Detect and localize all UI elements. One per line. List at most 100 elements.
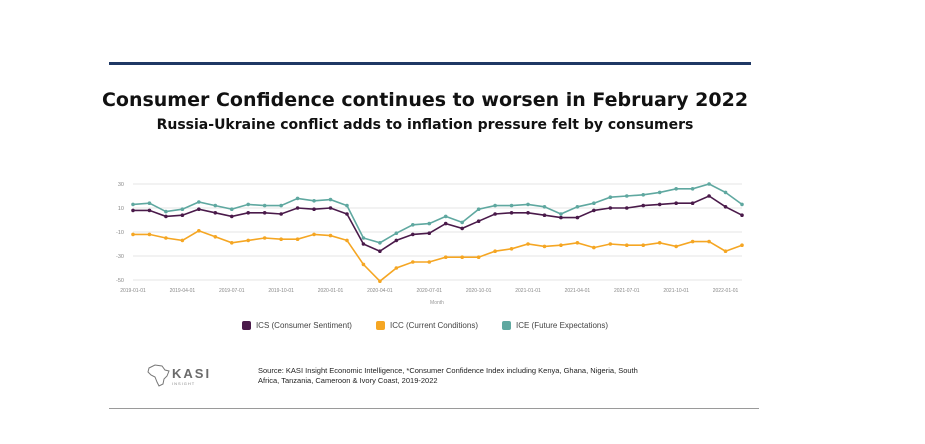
series-line-ics: [133, 195, 743, 253]
data-point-icc: [197, 229, 201, 233]
data-point-icc: [592, 245, 596, 250]
data-point-ice: [608, 195, 613, 199]
data-point-icc: [427, 260, 432, 264]
x-tick-label: 2020-10-01: [466, 288, 492, 294]
data-point-ice: [674, 187, 678, 191]
data-point-icc: [460, 255, 464, 259]
data-point-icc: [378, 279, 382, 284]
data-point-ice: [213, 203, 218, 208]
data-point-ics: [197, 207, 201, 211]
x-tick-label: 2020-07-01: [416, 288, 442, 294]
data-point-ics: [131, 208, 135, 213]
data-point-icc: [312, 232, 316, 237]
legend-item-icc: ICC (Current Conditions): [375, 321, 478, 330]
data-point-ics: [427, 231, 432, 235]
data-point-ice: [641, 193, 646, 197]
legend: ICS (Consumer Sentiment) ICC (Current Co…: [0, 321, 850, 330]
data-point-ics: [542, 213, 547, 217]
data-point-ics: [493, 212, 497, 216]
y-tick-label: -50: [116, 278, 124, 284]
y-tick-label: -10: [116, 230, 124, 236]
series-line-ice: [132, 183, 743, 244]
data-point-icc: [641, 243, 646, 247]
data-point-icc: [723, 249, 728, 253]
data-point-icc: [657, 241, 662, 245]
x-tick-label: 2021-04-01: [565, 288, 591, 294]
series-ics: [131, 194, 744, 253]
data-point-ics: [262, 211, 267, 215]
data-point-icc: [493, 249, 497, 253]
data-point-ics: [279, 212, 283, 216]
logo-subtext: INSIGHT: [172, 381, 196, 386]
data-point-icc: [180, 238, 185, 243]
data-point-ics: [575, 215, 580, 220]
x-tick-label: 2019-01-01: [120, 288, 146, 294]
data-point-ics: [229, 214, 234, 219]
series-lines: [131, 182, 744, 284]
data-point-icc: [740, 243, 744, 247]
x-tick-label: 2021-07-01: [614, 288, 640, 294]
data-point-ics: [559, 215, 563, 220]
data-point-ics: [394, 238, 399, 243]
data-point-ics: [460, 226, 464, 231]
legend-swatch-icc: [375, 321, 385, 330]
data-point-icc: [509, 247, 514, 251]
y-tick-label: 30: [118, 182, 124, 188]
data-point-icc: [295, 237, 300, 241]
data-point-icc: [229, 241, 234, 245]
data-point-ice: [740, 202, 744, 207]
x-tick-label: 2021-10-01: [663, 288, 689, 294]
y-axis-ticks: 30 10 -10 -30 -50: [116, 182, 124, 284]
data-point-icc: [443, 255, 448, 259]
data-point-icc: [147, 232, 152, 237]
legend-swatch-ice: [502, 321, 511, 330]
data-point-icc: [246, 238, 251, 243]
data-point-ics: [657, 202, 662, 207]
data-point-ice: [427, 221, 432, 226]
data-point-ics: [411, 232, 415, 237]
x-tick-label: 2019-04-01: [170, 288, 196, 294]
data-point-ics: [295, 206, 300, 210]
x-tick-label: 2019-07-01: [219, 288, 245, 294]
data-point-ice: [592, 201, 596, 205]
data-point-icc: [608, 242, 613, 246]
legend-label-ice: ICE (Future Expectations): [516, 321, 609, 330]
data-point-ics: [312, 207, 316, 211]
data-point-icc: [690, 239, 695, 244]
chart-title: Consumer Confidence continues to worsen …: [101, 89, 749, 111]
data-point-ics: [180, 213, 185, 217]
data-point-ics: [624, 206, 629, 210]
data-point-ice: [246, 202, 251, 207]
data-point-ics: [378, 249, 382, 253]
data-point-ice: [312, 199, 316, 203]
data-point-ics: [476, 219, 481, 223]
data-point-icc: [262, 236, 267, 240]
data-point-ice: [542, 205, 547, 209]
top-rule: [109, 62, 751, 65]
data-point-ice: [197, 200, 201, 204]
data-point-ice: [147, 201, 152, 205]
data-point-icc: [345, 238, 349, 243]
data-point-ics: [526, 211, 530, 215]
data-point-icc: [394, 266, 399, 270]
x-axis-ticks: 2019-01-01 2019-04-01 2019-07-01 2019-10-01…: [120, 288, 738, 294]
data-point-ice: [131, 202, 135, 207]
data-point-ics: [345, 212, 349, 216]
data-point-ics: [361, 242, 366, 246]
data-point-icc: [559, 243, 563, 247]
data-point-ice: [460, 220, 464, 225]
x-tick-label: 2019-10-01: [268, 288, 294, 294]
data-point-icc: [624, 243, 629, 247]
data-point-ics: [147, 208, 152, 213]
data-point-ics: [213, 211, 218, 215]
data-point-icc: [131, 232, 135, 237]
data-point-icc: [361, 262, 366, 267]
data-point-ice: [164, 209, 168, 214]
x-tick-label: 2021-01-01: [515, 288, 541, 294]
data-point-ics: [246, 211, 251, 215]
data-point-icc: [279, 237, 283, 241]
x-axis-label: Month: [430, 300, 444, 306]
data-point-ics: [641, 203, 646, 208]
data-point-icc: [213, 235, 218, 239]
legend-swatch-ics: [241, 321, 251, 330]
